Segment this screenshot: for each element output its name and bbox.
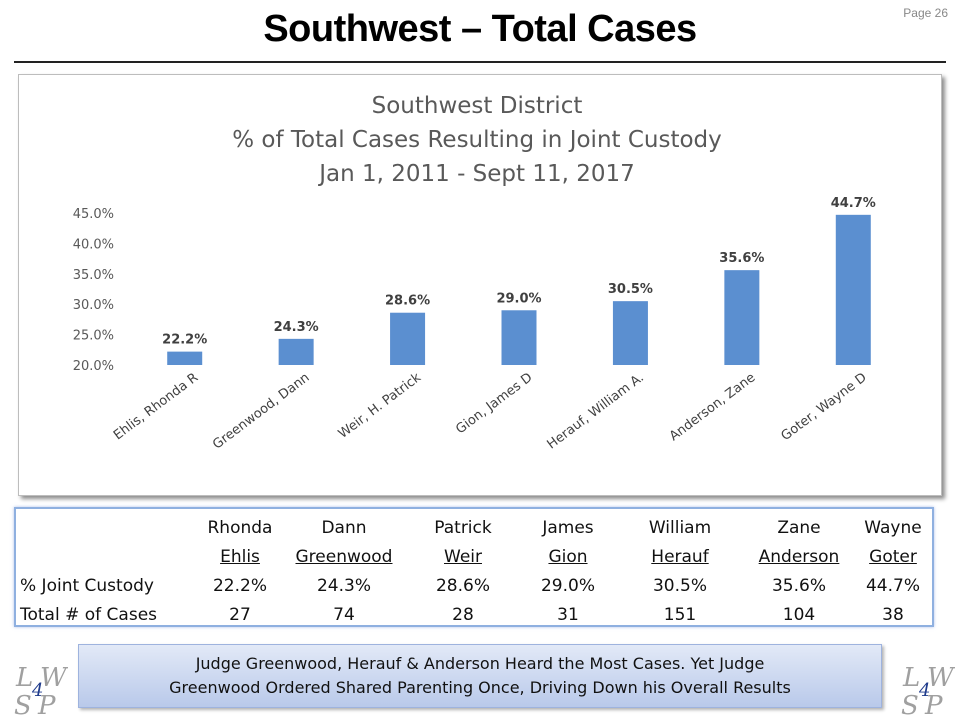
category-label: Anderson, Zane: [667, 370, 758, 444]
y-tick-label: 35.0%: [73, 268, 114, 283]
category-label: Herauf, William A.: [545, 370, 647, 452]
category-labels: Ehlis, Rhonda R Greenwood, Dann Weir, H. P…: [111, 370, 870, 453]
logo-letter: W: [927, 663, 955, 693]
title-divider: [14, 61, 946, 63]
last-name-cell: Herauf: [651, 546, 709, 567]
row-label-total-cases: Total # of Cases: [20, 604, 158, 625]
page-number: Page 26: [903, 6, 948, 20]
y-tick-label: 45.0%: [73, 207, 114, 222]
category-label: Goter, Wayne D: [779, 370, 870, 444]
joint-custody-cell: 28.6%: [435, 575, 490, 596]
bar: [612, 301, 648, 365]
table-row-total-cases: Total # of Cases 27 74 28 31 151 104 38: [20, 600, 932, 629]
judge-data-table: Rhonda Dann Patrick James William Zane W…: [20, 513, 932, 629]
chart-title: Southwest District % of Total Cases Resu…: [232, 93, 722, 187]
chart-title-line-3: Jan 1, 2011 - Sept 11, 2017: [317, 161, 635, 187]
table-corner-cell: [20, 513, 198, 542]
chart-title-line-1: Southwest District: [372, 93, 583, 119]
last-name-cell: Weir: [444, 546, 482, 567]
category-label: Gion, James D: [453, 370, 535, 437]
first-name-cell: Dann: [321, 517, 367, 538]
joint-custody-cell: 29.0%: [540, 575, 595, 596]
last-name-cell: Anderson: [758, 546, 840, 567]
data-label: 44.7%: [831, 196, 876, 211]
bar: [835, 214, 871, 365]
lwsp-logo-right: L W S P 4: [901, 663, 955, 716]
y-tick-label: 20.0%: [73, 359, 114, 374]
data-label: 22.2%: [162, 333, 207, 348]
bar: [167, 351, 203, 365]
logo-center-number: 4: [918, 680, 930, 701]
y-axis-ticks: 20.0% 25.0% 30.0% 35.0% 40.0% 45.0%: [73, 207, 114, 374]
category-label: Greenwood, Dann: [210, 370, 312, 452]
bar: [390, 312, 426, 365]
last-name-cell: Gion: [548, 546, 588, 567]
data-labels: 22.2% 24.3% 28.6% 29.0% 30.5% 35.6% 44.7%: [162, 196, 876, 348]
total-cases-cell: 151: [663, 604, 697, 625]
logo-letter: P: [924, 691, 943, 716]
callout-box: Judge Greenwood, Herauf & Anderson Heard…: [78, 644, 882, 708]
first-name-cell: James: [542, 517, 594, 538]
logo-letter: P: [37, 691, 56, 716]
joint-custody-cell: 22.2%: [212, 575, 267, 596]
total-cases-cell: 74: [333, 604, 355, 625]
bars: [167, 214, 871, 365]
logo-letter: L: [902, 663, 920, 693]
category-label: Weir, H. Patrick: [336, 370, 425, 442]
first-name-cell: William: [648, 517, 712, 538]
data-table-panel: Rhonda Dann Patrick James William Zane W…: [14, 507, 934, 627]
first-name-cell: Patrick: [434, 517, 492, 538]
joint-custody-cell: 44.7%: [865, 575, 920, 596]
data-label: 28.6%: [385, 294, 430, 309]
y-tick-label: 25.0%: [73, 329, 114, 344]
callout-line-1: Judge Greenwood, Herauf & Anderson Heard…: [195, 654, 765, 673]
total-cases-cell: 31: [557, 604, 579, 625]
last-name-cell: Greenwood: [295, 546, 393, 567]
y-tick-label: 40.0%: [73, 237, 114, 252]
y-tick-label: 30.0%: [73, 298, 114, 313]
table-blank-cell: [20, 542, 198, 571]
row-label-joint-custody: % Joint Custody: [20, 575, 154, 596]
total-cases-cell: 28: [452, 604, 474, 625]
bar: [278, 338, 314, 365]
first-name-cell: Wayne: [864, 517, 922, 538]
logo-letter: W: [40, 663, 68, 693]
chart-title-line-2: % of Total Cases Resulting in Joint Cust…: [232, 127, 722, 153]
first-name-cell: Rhonda: [207, 517, 273, 538]
bar: [501, 310, 537, 365]
first-name-cell: Zane: [777, 517, 821, 538]
data-label: 24.3%: [274, 320, 319, 335]
table-row-last-names: Ehlis Greenwood Weir Gion Herauf Anderso…: [20, 542, 932, 571]
data-label: 30.5%: [608, 282, 653, 297]
bar-chart: Southwest District % of Total Cases Resu…: [73, 93, 876, 453]
data-label: 29.0%: [496, 291, 541, 306]
last-name-cell: Goter: [869, 546, 917, 567]
joint-custody-cell: 30.5%: [652, 575, 707, 596]
total-cases-cell: 27: [229, 604, 251, 625]
lwsp-logo-left: L W S P 4: [14, 663, 68, 716]
table-row-joint-custody: % Joint Custody 22.2% 24.3% 28.6% 29.0% …: [20, 571, 932, 600]
data-label: 35.6%: [719, 251, 764, 266]
logo-letter: S: [14, 691, 32, 716]
category-label: Ehlis, Rhonda R: [111, 370, 201, 443]
joint-custody-cell: 24.3%: [316, 575, 371, 596]
callout-line-2: Greenwood Ordered Shared Parenting Once,…: [169, 678, 791, 697]
logo-center-number: 4: [31, 680, 43, 701]
logo-letter: L: [15, 663, 33, 693]
table-row-first-names: Rhonda Dann Patrick James William Zane W…: [20, 513, 932, 542]
total-cases-cell: 104: [782, 604, 816, 625]
last-name-cell: Ehlis: [220, 546, 260, 567]
joint-custody-cell: 35.6%: [771, 575, 826, 596]
chart-panel: Southwest District % of Total Cases Resu…: [18, 74, 942, 496]
total-cases-cell: 38: [882, 604, 904, 625]
logo-letter: S: [901, 691, 919, 716]
page-title: Southwest – Total Cases: [263, 8, 697, 50]
bar: [724, 270, 760, 365]
